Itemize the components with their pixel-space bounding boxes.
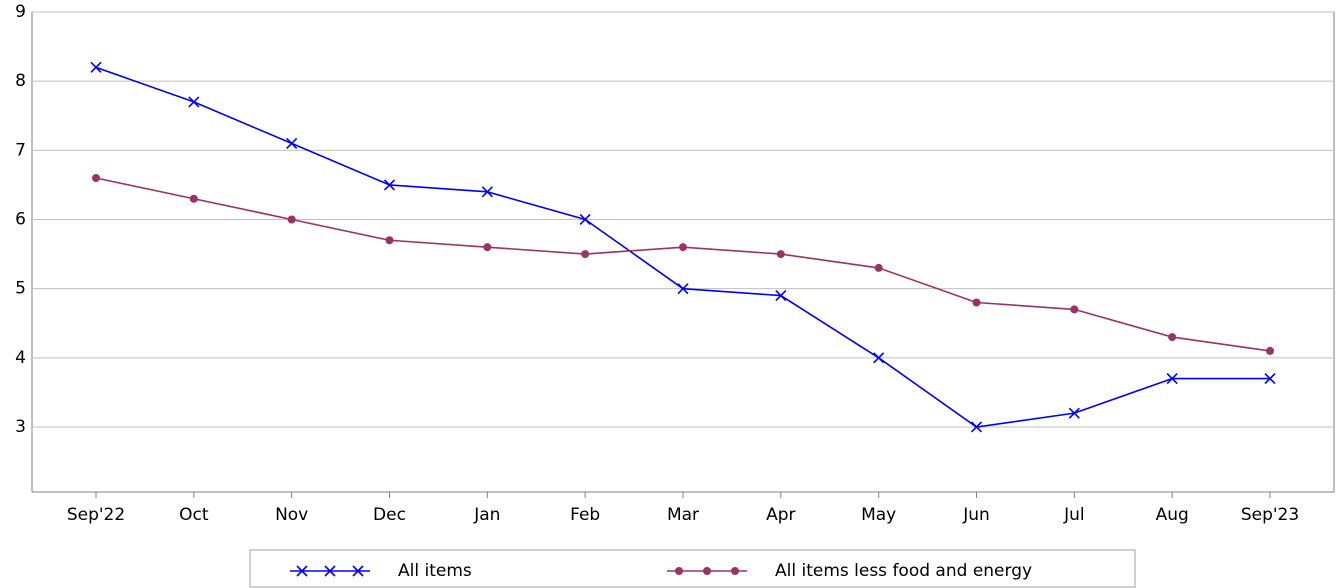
point xyxy=(92,173,100,182)
legend-marker xyxy=(296,565,308,577)
point xyxy=(385,236,394,245)
point xyxy=(677,283,689,295)
y-tick-label: 5 xyxy=(15,279,26,299)
x-tick-label: May xyxy=(861,505,896,525)
point xyxy=(579,213,591,226)
point xyxy=(775,290,787,302)
x-tick-label: Jul xyxy=(1063,505,1085,525)
y-tick-label: 7 xyxy=(15,140,26,160)
point xyxy=(970,421,983,433)
point xyxy=(972,298,981,307)
x-tick-label: Jan xyxy=(473,505,500,525)
legend-marker xyxy=(703,567,711,575)
point xyxy=(481,186,493,198)
x-tick-label: Sep'23 xyxy=(1241,505,1299,525)
point xyxy=(1166,373,1178,385)
legend-box xyxy=(249,549,1136,588)
point xyxy=(679,243,687,252)
point xyxy=(287,215,296,224)
legend-label: All items xyxy=(398,561,472,581)
point xyxy=(286,137,298,149)
point xyxy=(776,250,785,259)
point xyxy=(189,194,198,203)
y-tick-label: 6 xyxy=(15,209,26,229)
legend-label: All items less food and energy xyxy=(775,561,1032,581)
point xyxy=(874,263,883,272)
legend-marker xyxy=(324,565,336,577)
legend-marker xyxy=(731,567,739,575)
x-tick-label: Mar xyxy=(667,505,699,525)
x-tick-label: Oct xyxy=(179,505,209,525)
x-tick-label: Apr xyxy=(766,505,795,525)
point xyxy=(1068,407,1080,419)
x-tick-label: Nov xyxy=(275,505,308,525)
legend-marker xyxy=(675,567,683,575)
x-tick-label: Jun xyxy=(962,505,990,525)
x-tick-label: Dec xyxy=(373,505,406,525)
legend-marker xyxy=(352,565,364,577)
point xyxy=(1070,305,1079,314)
point xyxy=(483,243,492,252)
point xyxy=(1264,373,1276,385)
y-tick-label: 4 xyxy=(15,348,26,368)
point xyxy=(1168,333,1177,342)
x-tick-label: Aug xyxy=(1156,505,1189,525)
point xyxy=(383,179,396,191)
x-tick-label: Feb xyxy=(570,505,600,525)
point xyxy=(1266,346,1274,355)
point xyxy=(873,352,885,364)
plot-frame xyxy=(31,11,1335,493)
point xyxy=(90,61,102,73)
y-tick-label: 8 xyxy=(15,71,26,91)
y-tick-label: 9 xyxy=(15,2,26,22)
series-line xyxy=(95,177,1271,352)
x-tick-label: Sep'22 xyxy=(67,505,125,525)
y-tick-label: 3 xyxy=(15,417,26,437)
point xyxy=(188,96,200,108)
point xyxy=(581,250,590,259)
